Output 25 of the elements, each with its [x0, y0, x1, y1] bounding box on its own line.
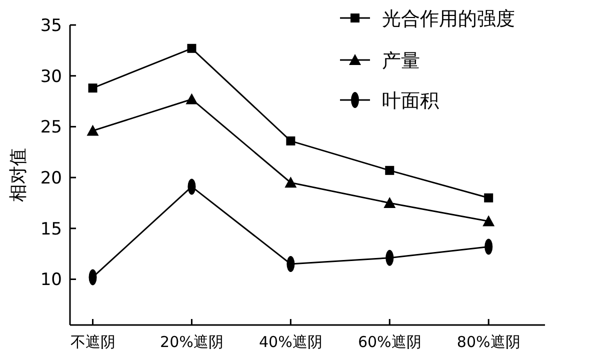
x-tick-label: 80%遮阴 — [456, 333, 520, 351]
legend-label: 光合作用的强度 — [382, 8, 515, 30]
y-tick-label: 20 — [40, 168, 62, 189]
x-tick-label: 60%遮阴 — [358, 333, 422, 351]
point — [186, 93, 198, 104]
y-tick-label: 15 — [40, 219, 62, 240]
y-tick-label: 30 — [40, 66, 62, 87]
point — [187, 44, 196, 53]
y-tick-label: 10 — [40, 270, 62, 290]
point — [484, 193, 494, 202]
point — [286, 136, 296, 146]
point — [86, 124, 99, 136]
legend-label: 叶面积 — [382, 90, 439, 112]
x-tick-label: 40%遮阴 — [259, 333, 322, 351]
y-tick-label: 25 — [40, 118, 62, 138]
y-tick-label: 35 — [40, 16, 62, 36]
legend-label: 产量 — [382, 50, 420, 72]
y-axis-title: 相对值 — [8, 148, 29, 202]
point — [385, 166, 394, 175]
x-tick-label: 不遮阴 — [70, 333, 116, 351]
point — [482, 215, 495, 226]
x-tick-label: 20%遮阴 — [160, 333, 224, 351]
point — [284, 176, 297, 188]
point — [384, 196, 396, 208]
point — [88, 84, 98, 93]
